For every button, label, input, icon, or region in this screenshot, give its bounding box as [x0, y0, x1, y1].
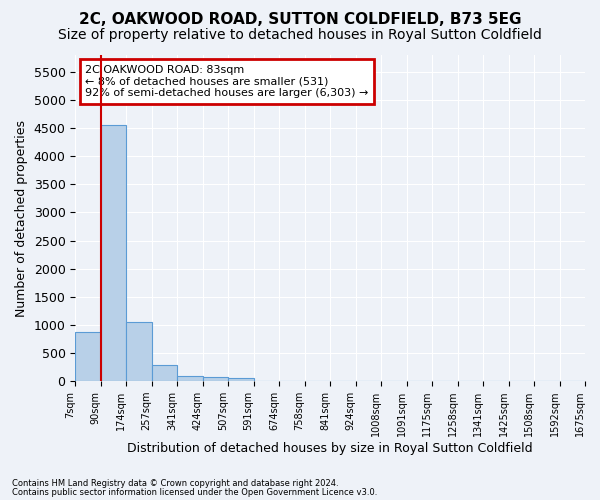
- Bar: [228, 378, 254, 381]
- Bar: [101, 124, 126, 381]
- Bar: [177, 376, 203, 381]
- Text: 2C, OAKWOOD ROAD, SUTTON COLDFIELD, B73 5EG: 2C, OAKWOOD ROAD, SUTTON COLDFIELD, B73 …: [79, 12, 521, 28]
- Bar: [75, 332, 101, 381]
- Bar: [203, 376, 228, 381]
- Y-axis label: Number of detached properties: Number of detached properties: [15, 120, 28, 316]
- Text: Contains public sector information licensed under the Open Government Licence v3: Contains public sector information licen…: [12, 488, 377, 497]
- Bar: [126, 322, 152, 381]
- Text: 2C OAKWOOD ROAD: 83sqm
← 8% of detached houses are smaller (531)
92% of semi-det: 2C OAKWOOD ROAD: 83sqm ← 8% of detached …: [85, 65, 369, 98]
- Text: Size of property relative to detached houses in Royal Sutton Coldfield: Size of property relative to detached ho…: [58, 28, 542, 42]
- Text: Contains HM Land Registry data © Crown copyright and database right 2024.: Contains HM Land Registry data © Crown c…: [12, 479, 338, 488]
- X-axis label: Distribution of detached houses by size in Royal Sutton Coldfield: Distribution of detached houses by size …: [127, 442, 533, 455]
- Bar: [152, 365, 177, 381]
